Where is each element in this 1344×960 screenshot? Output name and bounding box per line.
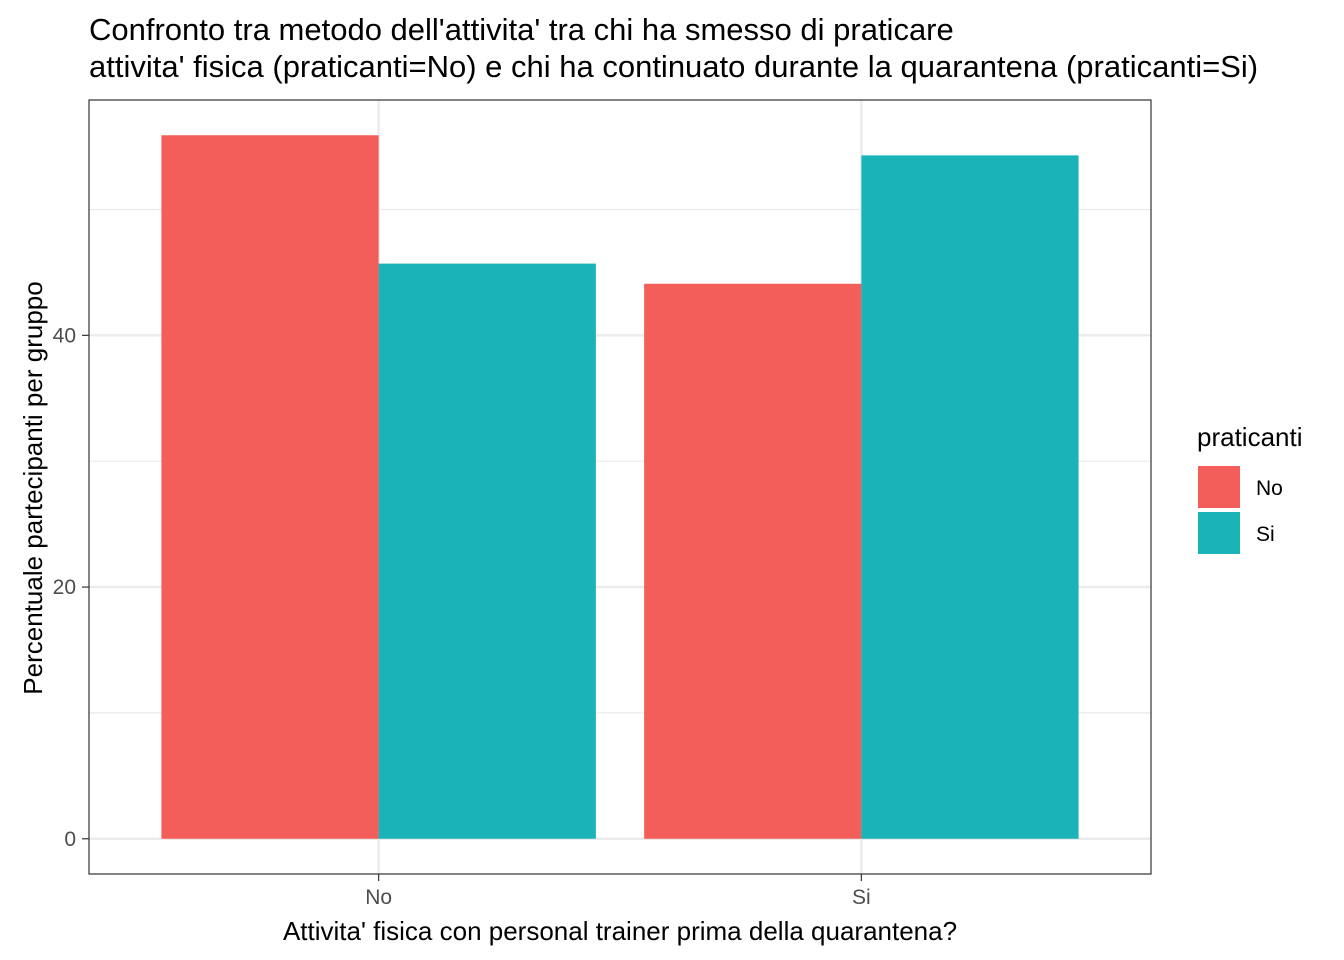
legend: praticanti No Si — [1197, 422, 1303, 554]
x-axis-label: Attivita' fisica con personal trainer pr… — [283, 916, 957, 946]
legend-label: No — [1256, 477, 1283, 500]
y-tick-label: 20 — [53, 576, 76, 599]
x-axis: No Si — [365, 874, 871, 909]
panel-border — [88, 99, 1152, 875]
legend-key-no — [1198, 466, 1240, 508]
chart-title-line: attivita' fisica (praticanti=No) e chi h… — [89, 49, 1258, 84]
y-tick-label: 40 — [53, 324, 76, 347]
chart-title-line: Confronto tra metodo dell'attivita' tra … — [89, 12, 954, 47]
y-axis: 0 20 40 — [53, 324, 89, 851]
bar-no-si — [644, 283, 862, 839]
legend-key-si — [1198, 512, 1240, 554]
x-tick-label: No — [365, 886, 392, 909]
bar-si-no — [378, 263, 596, 839]
plot-panel — [88, 99, 1152, 875]
y-axis-label: Percentuale partecipanti per gruppo — [18, 281, 48, 694]
legend-label: Si — [1256, 523, 1275, 546]
y-tick-label: 0 — [64, 828, 76, 851]
chart-title: Confronto tra metodo dell'attivita' tra … — [89, 12, 1258, 84]
legend-title: praticanti — [1197, 422, 1303, 452]
bar-no-no — [161, 135, 379, 839]
bar-si-si — [861, 155, 1079, 839]
x-tick-label: Si — [852, 886, 871, 909]
